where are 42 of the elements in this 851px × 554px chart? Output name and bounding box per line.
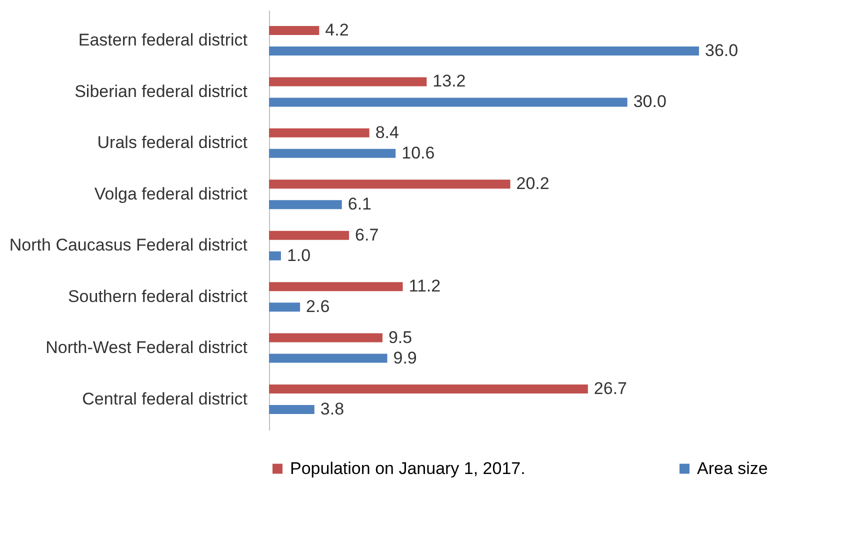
y-tick-label: Central federal district <box>82 389 248 408</box>
bar <box>269 98 628 107</box>
bar <box>269 180 510 189</box>
y-tick-label: Volga federal district <box>94 184 248 204</box>
data-label: 11.2 <box>408 276 441 296</box>
y-tick-label: North Caucasus Federal district <box>9 236 248 255</box>
data-label: 30.0 <box>633 92 666 112</box>
bar <box>269 354 388 363</box>
y-tick-label: Urals federal district <box>97 133 248 152</box>
bar <box>269 384 588 394</box>
data-label: 9.5 <box>388 328 412 347</box>
bar <box>269 282 403 292</box>
data-label: 3.8 <box>320 400 344 419</box>
bar <box>269 302 300 312</box>
data-label: 6.1 <box>348 194 372 214</box>
bar <box>269 46 699 56</box>
bar <box>269 200 342 210</box>
legend-label: Population on January 1, 2017. <box>290 458 526 478</box>
data-label: 13.2 <box>432 72 466 91</box>
data-label: 26.7 <box>594 379 628 398</box>
data-label: 8.4 <box>375 122 399 142</box>
bar <box>269 26 320 35</box>
bar <box>269 333 382 342</box>
data-label: 20.2 <box>516 174 550 194</box>
legend-label: Area size <box>697 458 768 478</box>
y-tick-label: North-West Federal district <box>46 338 248 358</box>
data-label: 10.6 <box>402 143 435 162</box>
data-label: 1.0 <box>286 246 311 265</box>
bar <box>269 251 281 260</box>
bar <box>269 128 370 138</box>
data-label: 9.9 <box>393 348 417 368</box>
data-label: 36.0 <box>705 40 738 60</box>
y-tick-label: Eastern federal district <box>78 30 248 50</box>
bar <box>269 230 350 240</box>
y-tick-label: Southern federal district <box>68 286 248 306</box>
data-label: 4.2 <box>325 20 349 40</box>
bar <box>269 148 396 158</box>
data-label: 6.7 <box>355 225 379 244</box>
y-tick-label: Siberian federal district <box>74 82 248 101</box>
bar <box>269 77 427 86</box>
data-label: 2.6 <box>306 297 330 316</box>
bar <box>269 405 314 414</box>
